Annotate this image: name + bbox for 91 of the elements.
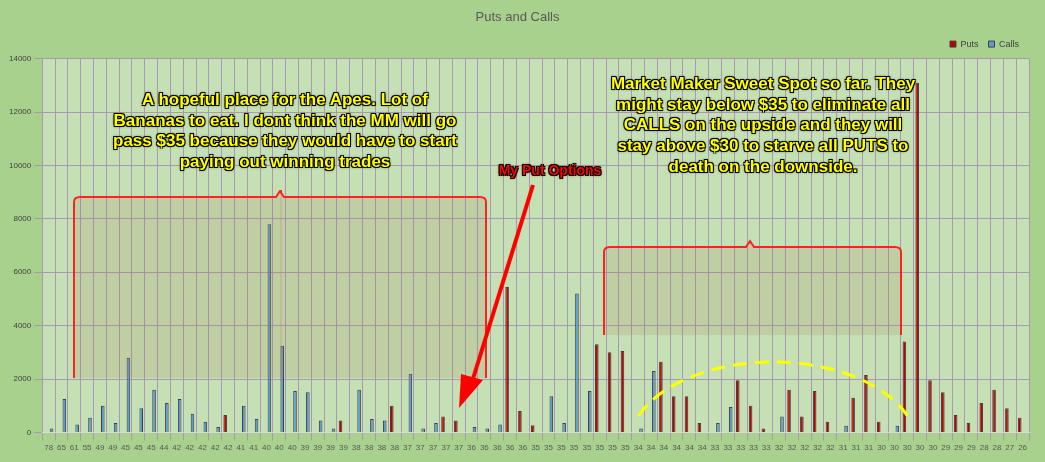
x-tick-label: 37 — [403, 443, 413, 453]
x-tick-label: 45 — [133, 443, 144, 453]
x-tick-label: 35 — [543, 443, 554, 453]
x-tick-label: 39 — [326, 443, 336, 453]
x-tick-label: 34 — [633, 443, 644, 453]
x-tick-label: 34 — [684, 443, 695, 453]
annotation: A hopeful place for the Apes. Lot of Bananas to eat. I dont think the MM will go pass $35 because they would have to start paying out winning trades — [112, 90, 458, 173]
x-tick-label: 33 — [710, 443, 721, 453]
y-tick-label: 14000 — [9, 53, 32, 63]
x-tick-label: 49 — [108, 443, 118, 453]
y-tick-label: 2000 — [13, 374, 32, 384]
x-tick-label: 35 — [608, 443, 618, 453]
x-tick-label: 31 — [864, 443, 874, 453]
x-tick-label: 45 — [146, 443, 157, 453]
x-tick-label: 33 — [736, 443, 746, 453]
x-tick-label: 38 — [351, 443, 362, 453]
x-tick-label: 42 — [210, 443, 221, 453]
x-tick-label: 36 — [505, 443, 515, 453]
x-tick-label: 39 — [313, 443, 323, 453]
x-tick-label: 28 — [979, 443, 990, 453]
x-tick-label: 33 — [723, 443, 733, 453]
x-tick-label: 42 — [172, 443, 182, 453]
x-tick-label: 29 — [941, 443, 951, 453]
x-tick-label: 41 — [249, 443, 259, 453]
x-tick-label: 29 — [966, 443, 977, 453]
x-tick-label: 32 — [787, 443, 797, 453]
chart-title: Puts and Calls — [475, 9, 560, 25]
x-tick-label: 37 — [454, 443, 464, 453]
x-tick-label: 26 — [1018, 443, 1028, 453]
x-tick-label: 38 — [364, 443, 375, 453]
legend-label: Puts — [960, 38, 979, 49]
x-tick-label: 35 — [595, 443, 605, 453]
x-tick-label: 34 — [646, 443, 656, 453]
annotation: My Put Options — [497, 162, 603, 180]
y-tick-label: 10000 — [9, 160, 32, 170]
x-tick-label: 31 — [851, 443, 861, 453]
x-tick-label: 32 — [800, 443, 810, 453]
x-tick-label: 42 — [197, 443, 208, 453]
annotation: Market Maker Sweet Spot so far. They might stay below $35 to eliminate all CALLS on the upside and they will stay above $30 to starve all PUTS to death on the downside. — [609, 74, 917, 178]
x-tick-label: 35 — [531, 443, 541, 453]
x-tick-label: 32 — [774, 443, 785, 453]
x-tick-label: 40 — [274, 443, 285, 453]
x-tick-label: 37 — [441, 443, 451, 453]
x-tick-label: 35 — [569, 443, 580, 453]
x-tick-label: 61 — [69, 443, 80, 453]
x-tick-label: 28 — [992, 443, 1002, 453]
x-tick-label: 65 — [57, 443, 67, 453]
x-tick-label: 30 — [877, 443, 887, 453]
x-tick-label: 39 — [338, 443, 349, 453]
x-tick-label: 41 — [236, 443, 246, 453]
y-tick-label: 0 — [26, 427, 32, 437]
x-tick-label: 34 — [659, 443, 669, 453]
x-tick-label: 42 — [185, 443, 195, 453]
x-tick-label: 36 — [492, 443, 503, 453]
x-tick-label: 37 — [415, 443, 426, 453]
x-tick-label: 33 — [761, 443, 772, 453]
x-tick-label: 30 — [928, 443, 938, 453]
x-tick-label: 34 — [697, 443, 708, 453]
y-tick-label: 4000 — [13, 320, 32, 330]
x-tick-label: 40 — [287, 443, 298, 453]
x-tick-label: 30 — [915, 443, 926, 453]
x-tick-label: 34 — [672, 443, 682, 453]
legend-label: Calls — [999, 38, 1020, 49]
x-tick-label: 32 — [813, 443, 823, 453]
x-tick-label: 36 — [467, 443, 477, 453]
x-tick-label: 36 — [479, 443, 490, 453]
x-tick-label: 35 — [556, 443, 567, 453]
x-tick-label: 37 — [428, 443, 439, 453]
x-tick-label: 36 — [518, 443, 528, 453]
x-tick-label: 44 — [159, 443, 169, 453]
x-tick-label: 31 — [838, 443, 849, 453]
x-tick-label: 78 — [44, 443, 54, 453]
x-tick-label: 55 — [82, 443, 93, 453]
x-tick-label: 42 — [223, 443, 234, 453]
x-tick-label: 40 — [262, 443, 272, 453]
x-tick-label: 45 — [121, 443, 131, 453]
x-tick-label: 33 — [749, 443, 759, 453]
y-tick-label: 6000 — [13, 267, 32, 277]
x-tick-label: 35 — [582, 443, 592, 453]
x-tick-label: 35 — [620, 443, 631, 453]
y-tick-label: 8000 — [13, 214, 32, 223]
x-tick-label: 32 — [825, 443, 836, 453]
x-tick-label: 29 — [954, 443, 964, 453]
x-tick-label: 39 — [300, 443, 310, 453]
y-tick-label: 12000 — [9, 107, 32, 117]
x-tick-label: 49 — [95, 443, 105, 453]
x-tick-label: 38 — [390, 443, 400, 453]
x-tick-label: 38 — [377, 443, 387, 453]
x-tick-label: 30 — [889, 443, 900, 453]
x-tick-label: 30 — [902, 443, 913, 453]
x-tick-label: 27 — [1005, 443, 1015, 453]
